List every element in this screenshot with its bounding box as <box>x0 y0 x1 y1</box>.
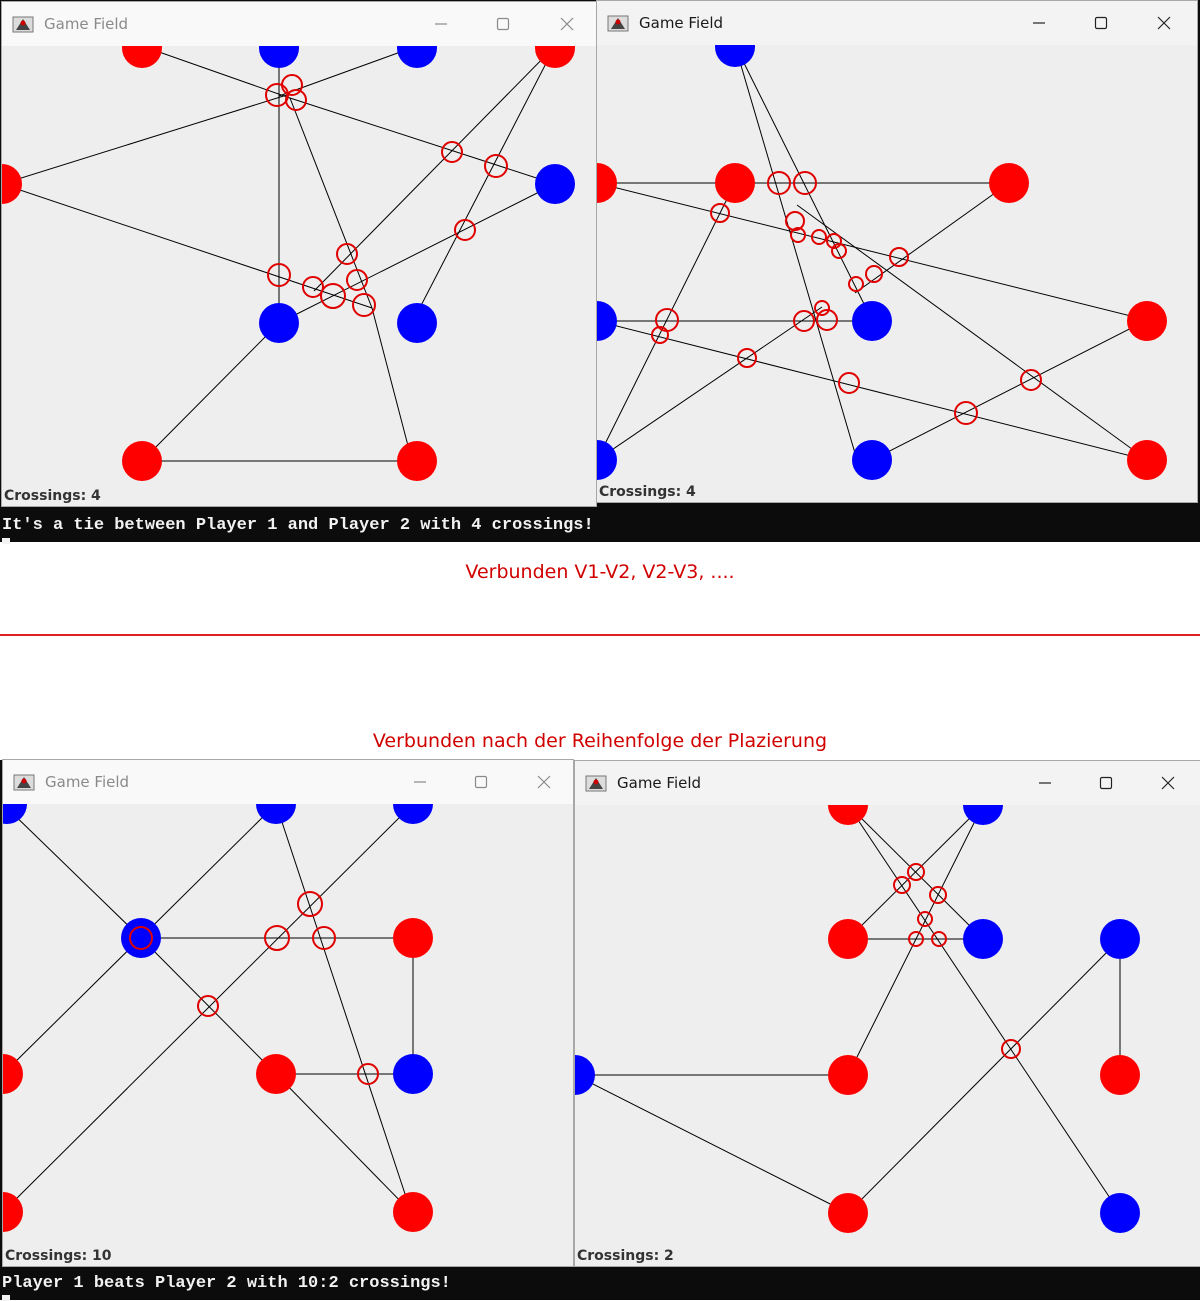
game-graph <box>2 46 575 481</box>
game-window-4[interactable]: Game Field <box>575 761 1200 1266</box>
close-icon[interactable] <box>1154 13 1174 33</box>
crossings-counter: Crossings: 4 <box>4 488 101 504</box>
title-bar[interactable]: Game Field <box>2 2 596 46</box>
title-bar[interactable]: Game Field <box>575 761 1200 805</box>
java-duke-icon <box>13 774 35 791</box>
close-icon[interactable] <box>557 14 577 34</box>
java-duke-icon <box>607 15 629 32</box>
game-graph <box>3 804 433 1232</box>
game-graph <box>575 805 1140 1233</box>
game-field[interactable]: Crossings: 10 <box>3 804 573 1266</box>
title-bar[interactable]: Game Field <box>3 760 573 804</box>
game-field[interactable]: Crossings: 4 <box>597 45 1197 502</box>
terminal-cursor <box>2 1295 10 1301</box>
minimize-icon[interactable] <box>431 14 451 34</box>
game-field[interactable]: Crossings: 4 <box>2 46 596 506</box>
window-title: Game Field <box>639 14 724 32</box>
minimize-icon[interactable] <box>410 772 430 792</box>
window-title: Game Field <box>45 773 130 791</box>
terminal-cursor <box>2 538 10 544</box>
java-duke-icon <box>585 775 607 792</box>
close-icon[interactable] <box>1158 773 1178 793</box>
title-bar[interactable]: Game Field <box>597 1 1197 45</box>
caption-connection-placement-order: Verbunden nach der Reihenfolge der Plazi… <box>372 730 828 752</box>
game-window-2[interactable]: Game Field <box>597 1 1197 502</box>
crossings-counter: Crossings: 2 <box>577 1248 674 1264</box>
maximize-icon[interactable] <box>471 772 491 792</box>
section-divider <box>0 634 1200 636</box>
java-duke-icon <box>12 16 34 33</box>
terminal-result-2: Player 1 beats Player 2 with 10:2 crossi… <box>2 1274 451 1293</box>
caption-connection-sequential: Verbunden V1-V2, V2-V3, .... <box>465 561 735 583</box>
crossings-counter: Crossings: 10 <box>5 1248 112 1264</box>
window-title: Game Field <box>617 774 702 792</box>
game-window-1[interactable]: Game Field <box>2 2 596 506</box>
maximize-icon[interactable] <box>493 14 513 34</box>
crossings-counter: Crossings: 4 <box>599 484 696 500</box>
game-window-3[interactable]: Game Field <box>3 760 573 1266</box>
game-field[interactable]: Crossings: 2 <box>575 805 1200 1266</box>
maximize-icon[interactable] <box>1096 773 1116 793</box>
game-graph <box>597 45 1167 480</box>
maximize-icon[interactable] <box>1091 13 1111 33</box>
terminal-result-1: It's a tie between Player 1 and Player 2… <box>2 516 594 535</box>
close-icon[interactable] <box>534 772 554 792</box>
window-title: Game Field <box>44 15 129 33</box>
minimize-icon[interactable] <box>1035 773 1055 793</box>
minimize-icon[interactable] <box>1029 13 1049 33</box>
